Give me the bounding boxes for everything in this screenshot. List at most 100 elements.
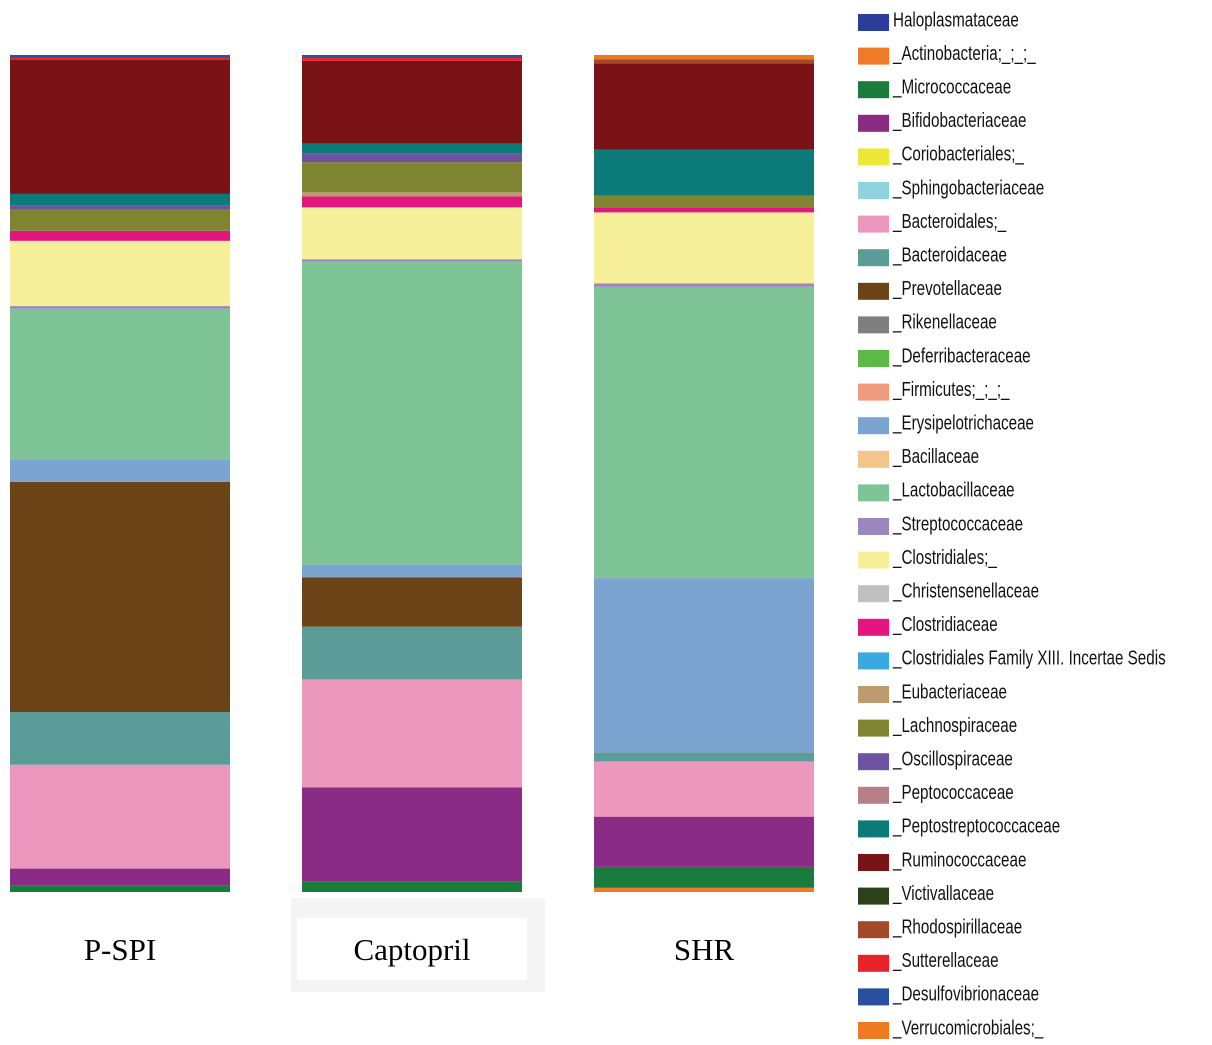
bar-segment [594, 55, 814, 60]
bar-segment [10, 868, 230, 886]
bar-segment [10, 764, 230, 869]
bar-segment [302, 626, 522, 680]
bar-segment [594, 59, 814, 64]
legend-swatch [858, 652, 889, 670]
bar-segment [302, 192, 522, 197]
bar-segment [594, 149, 814, 196]
bar-segment [594, 816, 814, 867]
legend-swatch [858, 887, 889, 905]
legend-label: _Erysipelotrichaceae [892, 411, 1034, 435]
bar-segment [302, 679, 522, 788]
x-tick-label: SHR [674, 932, 735, 967]
legend-swatch [858, 954, 889, 972]
legend-label: _Rhodospirillaceae [892, 915, 1022, 939]
legend-swatch [858, 820, 889, 838]
legend-swatch [858, 316, 889, 334]
legend-label: _Christensenellaceae [892, 579, 1039, 603]
bar-segment [302, 60, 522, 144]
bar-segment [10, 230, 230, 241]
bar-segment [594, 212, 814, 284]
legend-swatch [858, 618, 889, 636]
bar-segment [10, 193, 230, 206]
legend-label: _Sutterellaceae [892, 949, 999, 973]
legend-swatch [858, 988, 889, 1006]
bar-segment [10, 57, 230, 61]
x-tick-label: P-SPI [84, 932, 156, 967]
bar-segment [10, 60, 230, 194]
legend-swatch [858, 786, 889, 804]
bar-segment [10, 308, 230, 460]
legend-label: _Clostridiales;_ [892, 546, 998, 570]
legend-label: _Deferribacteraceae [892, 344, 1031, 368]
legend-label: _Rikenellaceae [892, 311, 997, 335]
legend-label: _Desulfovibrionaceae [892, 983, 1039, 1007]
label-box-inner [297, 918, 527, 980]
legend-swatch [858, 47, 889, 65]
legend-label: _Bacillaceae [892, 445, 979, 469]
bar-segment [302, 577, 522, 627]
legend-label: _Micrococcaceae [892, 75, 1011, 99]
legend-swatch [858, 753, 889, 771]
legend-label: _Peptococcaceae [892, 781, 1014, 805]
bar-segment [302, 207, 522, 260]
legend-label: _Peptostreptococcaceae [892, 815, 1060, 839]
bar-segment [302, 259, 522, 262]
legend-swatch [858, 585, 889, 603]
bar-segment [594, 283, 814, 287]
bar-segment [302, 787, 522, 882]
legend-label: _Prevotellaceae [892, 277, 1002, 301]
legend-swatch [858, 1022, 889, 1039]
bar-segment [10, 240, 230, 307]
legend-swatch [858, 686, 889, 703]
bar-segment [594, 887, 814, 892]
legend-label: _Bacteroidaceae [892, 243, 1007, 267]
bar-segment [594, 866, 814, 888]
legend-label: _Firmicutes;_;_;_ [892, 378, 1010, 402]
legend-swatch [858, 518, 889, 535]
legend-swatch [858, 417, 889, 435]
legend-swatch [858, 921, 889, 939]
bar-segment [302, 57, 522, 61]
legend-swatch [858, 182, 889, 199]
bar-segment [10, 306, 230, 309]
bar-segment [10, 885, 230, 892]
bar-segment [594, 761, 814, 817]
bar-segment [302, 143, 522, 154]
legend-label: _Bacteroidales;_ [892, 210, 1007, 234]
bar-segment [302, 261, 522, 565]
legend-swatch [858, 551, 889, 569]
legend-label: _Streptococcaceae [892, 512, 1023, 536]
bar-segment [302, 162, 522, 193]
legend-swatch [858, 249, 889, 267]
bar-segment [10, 55, 230, 58]
bar-segment [594, 63, 814, 150]
legend-swatch [858, 148, 889, 166]
legend-swatch [858, 81, 889, 99]
bar-segment [302, 153, 522, 163]
legend-swatch [858, 350, 889, 367]
legend-label: _Ruminococcaceae [892, 848, 1026, 872]
legend-label: _Bifidobacteriaceae [892, 109, 1026, 133]
bar-segment [302, 55, 522, 58]
bar-segment [302, 564, 522, 578]
bar-segment [594, 207, 814, 213]
legend-label: _Lactobacillaceae [892, 479, 1015, 503]
legend-label: _Victivallaceae [892, 882, 994, 906]
legend-label: _Actinobacteria;_;_;_ [892, 42, 1037, 66]
legend-label: _Oscillospiraceae [892, 747, 1013, 771]
legend-swatch [858, 450, 889, 468]
bar-segment [594, 752, 814, 762]
legend-swatch [858, 719, 889, 737]
legend-label: _Coriobacteriales;_ [892, 143, 1025, 167]
legend-swatch [858, 215, 889, 233]
legend-label: _Sphingobacteriaceae [892, 176, 1044, 200]
bar-segment [10, 459, 230, 482]
legend-label: _Clostridiales Family XIII. Incertae Sed… [892, 647, 1166, 671]
bar-segment [10, 205, 230, 210]
bar-segment [10, 209, 230, 231]
bar-segment [594, 286, 814, 579]
legend-swatch [858, 484, 889, 502]
x-tick-label: Captopril [353, 932, 470, 967]
legend-swatch [858, 854, 889, 871]
